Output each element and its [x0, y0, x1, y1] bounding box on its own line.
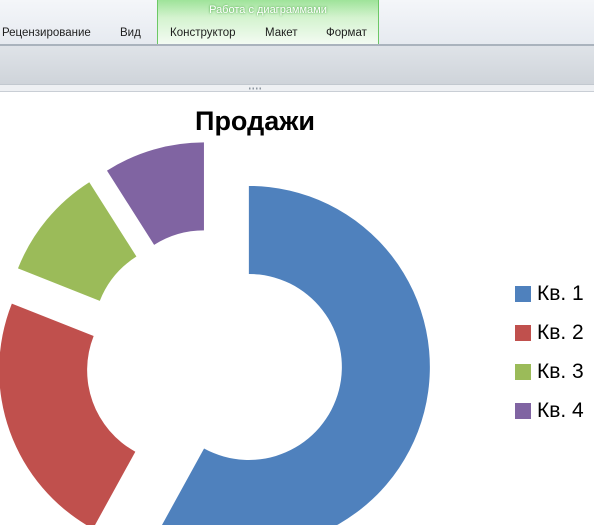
- legend-swatch-2: [515, 325, 531, 341]
- splitter-grip-icon[interactable]: [248, 87, 262, 90]
- ribbon-divider: [0, 44, 594, 46]
- legend-label-3: Кв. 3: [537, 360, 584, 383]
- tab-format[interactable]: Формат: [326, 27, 367, 39]
- legend-swatch-3: [515, 364, 531, 380]
- legend-label-2: Кв. 2: [537, 321, 584, 344]
- tab-review[interactable]: Рецензирование: [2, 27, 91, 39]
- donut-slice-2[interactable]: [0, 303, 136, 525]
- legend-label-4: Кв. 4: [537, 399, 584, 422]
- legend-label-1: Кв. 1: [537, 282, 584, 305]
- chart-area[interactable]: Продажи Кв. 1 Кв. 2 Кв. 3 Кв. 4: [0, 92, 594, 525]
- doughnut-chart[interactable]: [0, 92, 594, 525]
- tab-view[interactable]: Вид: [120, 27, 141, 39]
- donut-slice-3[interactable]: [17, 182, 137, 301]
- ribbon-collapsed-body: [0, 46, 594, 84]
- tab-design[interactable]: Конструктор: [170, 27, 236, 39]
- pane-splitter[interactable]: [0, 84, 594, 92]
- donut-slice-4[interactable]: [106, 142, 204, 245]
- tab-layout[interactable]: Макет: [265, 27, 298, 39]
- legend-swatch-1: [515, 286, 531, 302]
- ribbon-tab-strip: Работа с диаграммами Рецензирование Вид …: [0, 0, 594, 44]
- legend-swatch-4: [515, 403, 531, 419]
- chart-tools-context-group: Работа с диаграммами: [157, 0, 379, 44]
- context-group-title: Работа с диаграммами: [209, 4, 327, 16]
- chart-title[interactable]: Продажи: [195, 106, 315, 136]
- donut-slice-1[interactable]: [161, 185, 430, 525]
